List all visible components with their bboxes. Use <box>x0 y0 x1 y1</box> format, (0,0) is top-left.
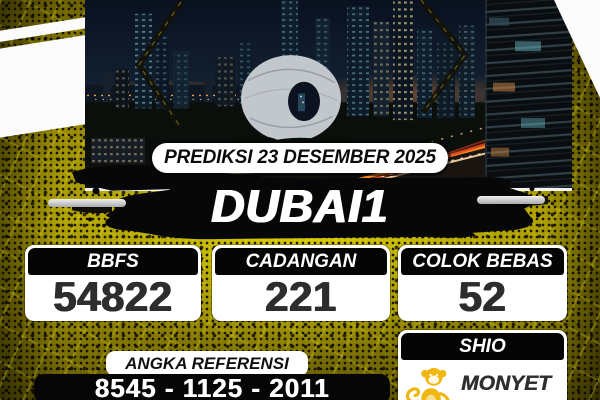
shio-label: SHIO <box>459 335 506 357</box>
reference-numbers-banner: 8545 - 1125 - 2011 <box>34 374 390 400</box>
card-bbfs-label: BBFS <box>87 250 139 272</box>
card-colok-bebas-label: COLOK BEBAS <box>412 250 553 272</box>
card-cadangan-header: CADANGAN <box>215 248 387 275</box>
card-colok-bebas-value: 52 <box>458 272 507 320</box>
card-colok-bebas: COLOK BEBAS 52 <box>398 245 567 321</box>
card-shio-header: SHIO <box>401 333 564 360</box>
card-shio: SHIO MONYET <box>398 330 567 400</box>
chevron-right-icon <box>418 0 470 115</box>
market-title: DUBAI1 <box>211 180 389 232</box>
reference-numbers: 8545 - 1125 - 2011 <box>94 373 330 400</box>
card-colok-bebas-header: COLOK BEBAS <box>401 248 564 275</box>
divider-pill-right <box>477 196 545 204</box>
card-cadangan: CADANGAN 221 <box>212 245 390 321</box>
reference-label: ANGKA REFERENSI <box>125 353 289 373</box>
card-cadangan-label: CADANGAN <box>245 250 357 272</box>
market-banner: DUBAI1 <box>52 162 548 240</box>
card-cadangan-value: 221 <box>265 272 337 320</box>
card-bbfs-value: 54822 <box>53 272 173 320</box>
shio-value: MONYET <box>461 372 551 395</box>
card-bbfs-header: BBFS <box>28 248 198 275</box>
divider-pill-left <box>48 199 126 207</box>
prediction-date-banner: PREDIKSI 23 DESEMBER 2025 <box>152 143 448 173</box>
monkey-icon <box>405 368 450 400</box>
museum-torus <box>241 55 341 142</box>
prediction-date-label: PREDIKSI 23 DESEMBER 2025 <box>164 147 436 168</box>
shio-body: MONYET <box>401 360 564 400</box>
reference-label-banner: ANGKA REFERENSI <box>106 351 308 376</box>
card-bbfs: BBFS 54822 <box>25 245 201 321</box>
